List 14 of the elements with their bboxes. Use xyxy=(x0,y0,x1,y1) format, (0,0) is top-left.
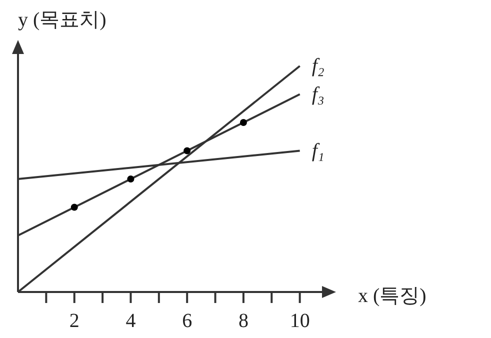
x-tick-label: 4 xyxy=(126,310,136,332)
x-axis-title: x (특징) xyxy=(358,285,426,307)
series-label: f₃ xyxy=(312,83,324,106)
point xyxy=(70,204,78,211)
x-tick-label: 6 xyxy=(182,310,192,332)
x-tick-label: 10 xyxy=(290,310,310,332)
series-label: f₁ xyxy=(312,140,324,162)
point xyxy=(184,147,191,154)
point xyxy=(240,119,247,126)
y-axis-title: y (목표치) xyxy=(18,9,106,31)
x-tick-label: 8 xyxy=(238,310,248,332)
series-label: f₂ xyxy=(312,55,324,77)
point xyxy=(127,176,134,182)
x-tick-label: 2 xyxy=(69,310,80,332)
